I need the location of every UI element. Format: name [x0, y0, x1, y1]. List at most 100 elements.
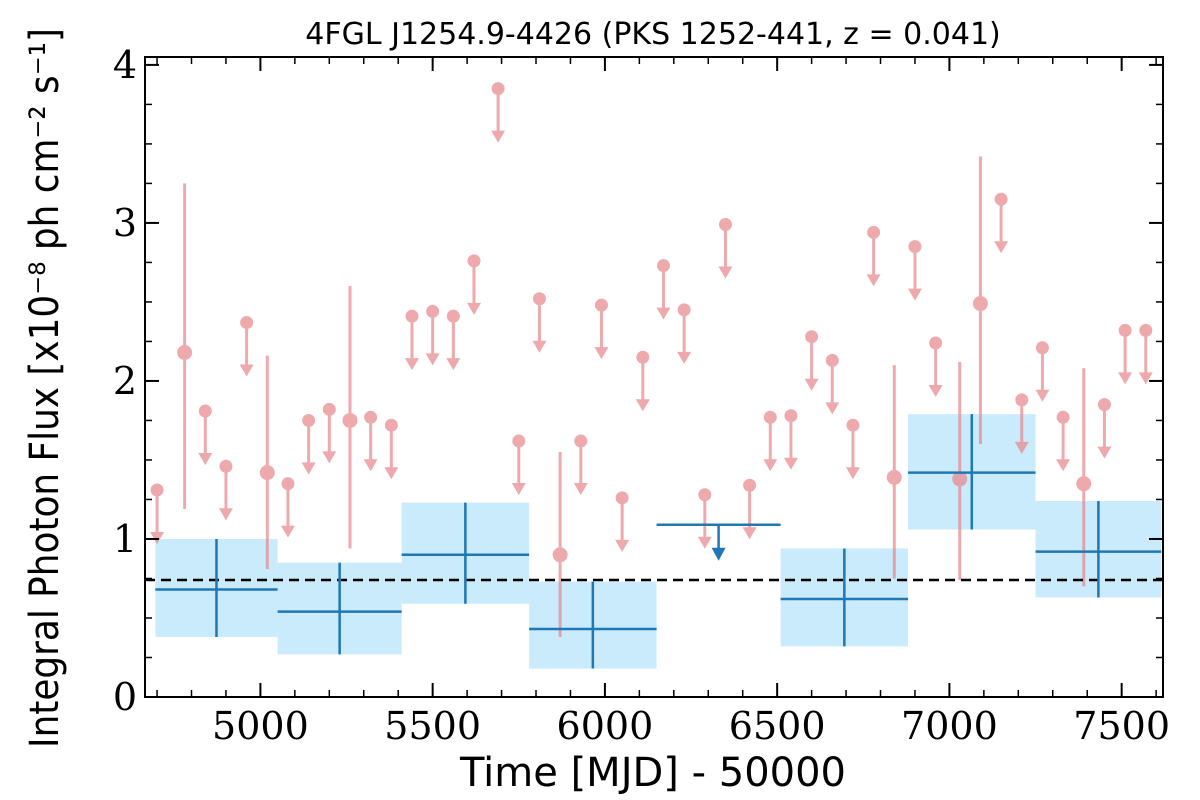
short-bin-upper-limit [322, 402, 337, 464]
upper-limit-marker [281, 477, 295, 491]
short-bin-detection [552, 452, 568, 637]
upper-limit-arrowhead [466, 302, 481, 315]
upper-limit-marker [867, 225, 881, 239]
upper-limit-arrowhead [994, 241, 1009, 254]
upper-limit-arrowhead [425, 353, 440, 366]
short-bin-upper-limit [491, 82, 506, 143]
x-tick-label: 5500 [384, 704, 481, 748]
long-bin-markers [155, 414, 1162, 669]
upper-limit-arrowhead [511, 483, 526, 495]
upper-limit-arrowhead [1056, 459, 1071, 472]
short-bin-upper-limit [825, 353, 840, 415]
upper-limit-arrowhead [718, 266, 733, 279]
x-tick-label: 7000 [901, 704, 998, 748]
detection-marker [972, 296, 988, 312]
upper-limit-marker [574, 434, 588, 448]
detection-marker [342, 412, 358, 428]
upper-limit-arrowhead [404, 358, 419, 371]
upper-limit-marker [743, 478, 757, 492]
short-bin-upper-limit [656, 259, 671, 320]
short-bin-upper-limit [239, 315, 254, 377]
short-bin-detection [1076, 368, 1092, 587]
upper-limit-arrowhead [198, 452, 213, 465]
short-bin-upper-limit [994, 192, 1009, 254]
short-bin-upper-limit [218, 459, 233, 521]
upper-limit-marker [1035, 341, 1049, 355]
short-bin-upper-limit [742, 478, 757, 540]
upper-limit-arrowhead [677, 351, 692, 364]
short-bin-upper-limit [573, 434, 588, 495]
upper-limit-arrowhead [301, 462, 316, 475]
upper-limit-marker [784, 409, 798, 423]
upper-limit-arrowhead [866, 274, 881, 287]
short-bin-upper-limit [280, 477, 295, 538]
upper-limit-arrowhead [491, 130, 506, 143]
upper-limit-arrowhead [363, 459, 378, 472]
upper-limit-arrowhead [825, 402, 840, 415]
upper-limit-arrowhead [656, 307, 671, 320]
y-tick-label: 1 [113, 517, 137, 561]
long-bin-upper-limit [656, 523, 781, 561]
short-bin-detection [972, 156, 988, 445]
x-tick-label: 6500 [729, 704, 826, 748]
upper-limit-arrowhead [322, 451, 337, 464]
long-ul-arrowhead [711, 547, 726, 561]
upper-limit-arrowhead [1118, 372, 1133, 385]
upper-limit-arrowhead [804, 378, 819, 391]
short-bin-upper-limit [635, 350, 650, 412]
upper-limit-arrowhead [635, 399, 650, 412]
short-bin-markers [150, 82, 1153, 637]
short-bin-upper-limit [1035, 341, 1050, 402]
short-bin-upper-limit [404, 309, 419, 371]
upper-limit-marker [1139, 323, 1153, 337]
short-bin-upper-limit [1118, 323, 1133, 385]
upper-limit-marker [384, 418, 398, 432]
short-bin-upper-limit [1138, 323, 1153, 385]
upper-limit-arrowhead [928, 385, 943, 398]
long-bin-point [780, 548, 909, 647]
upper-limit-marker [718, 218, 732, 232]
short-bin-upper-limit [198, 404, 213, 465]
short-bin-upper-limit [763, 410, 778, 472]
upper-limit-marker [1056, 410, 1070, 424]
detection-marker [552, 547, 568, 563]
upper-limit-arrowhead [742, 527, 757, 540]
short-bin-upper-limit [845, 418, 860, 480]
long-bin-point [155, 538, 278, 637]
upper-limit-marker [594, 298, 608, 312]
detection-marker [177, 345, 193, 361]
upper-limit-arrowhead [384, 467, 399, 480]
short-bin-upper-limit [615, 491, 630, 552]
upper-limit-marker [426, 304, 440, 318]
short-bin-upper-limit [783, 409, 798, 470]
y-tick-label: 4 [113, 43, 137, 87]
short-bin-upper-limit [677, 303, 692, 364]
long-bin-point [908, 414, 1036, 530]
upper-limit-arrowhead [280, 525, 295, 538]
upper-limit-marker [491, 82, 505, 96]
short-bin-detection [952, 361, 968, 581]
plot-axes: 5000 5500 6000 6500 7000 7500 0 1 2 3 4 [113, 43, 1170, 748]
short-bin-upper-limit [532, 292, 547, 353]
y-tick-label: 0 [113, 675, 137, 719]
upper-limit-marker [846, 418, 860, 432]
upper-limit-marker [240, 315, 254, 329]
long-bin-bands [155, 414, 1162, 669]
upper-limit-marker [615, 491, 629, 505]
short-bin-upper-limit [363, 410, 378, 472]
short-bin-upper-limit [1056, 410, 1071, 472]
short-bin-upper-limit [804, 330, 819, 391]
upper-limit-marker [150, 483, 164, 497]
upper-limit-marker [825, 353, 839, 367]
upper-limit-arrowhead [446, 358, 461, 371]
upper-limit-marker [929, 336, 943, 350]
short-bin-upper-limit [511, 434, 526, 495]
x-tick-label: 5000 [212, 704, 309, 748]
x-axis-title: Time [MJD] - 50000 [459, 750, 846, 796]
long-bin-point [1035, 501, 1162, 598]
upper-limit-arrowhead [763, 459, 778, 472]
short-bin-upper-limit [301, 413, 316, 475]
upper-limit-arrowhead [1014, 441, 1029, 454]
upper-limit-marker [322, 402, 336, 416]
short-bin-upper-limit [446, 309, 461, 371]
